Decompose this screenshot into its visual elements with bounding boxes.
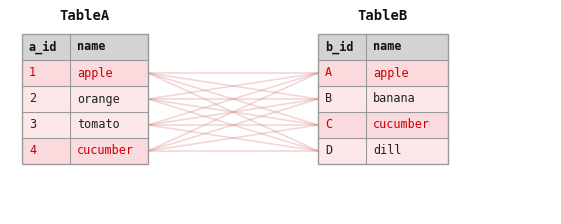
Text: TableA: TableA [60,9,110,23]
Text: a_id: a_id [29,40,57,54]
Text: 1: 1 [29,67,36,80]
Text: TableB: TableB [358,9,408,23]
Bar [318,34,448,60]
Text: name: name [373,41,402,54]
Text: apple: apple [373,67,408,80]
Bar [318,60,448,86]
Text: b_id: b_id [325,40,353,54]
Text: cucumber: cucumber [77,144,134,157]
Bar [22,138,148,164]
Text: tomato: tomato [77,118,119,131]
Text: 2: 2 [29,93,36,106]
Bar [318,138,448,164]
Text: dill: dill [373,144,402,157]
Text: C: C [325,118,332,131]
Bar [318,86,448,112]
Text: A: A [325,67,332,80]
Bar [318,34,448,164]
Text: 4: 4 [29,144,36,157]
Bar [22,112,148,138]
Bar [22,60,148,86]
Text: name: name [77,41,105,54]
Text: orange: orange [77,93,119,106]
Text: B: B [325,93,332,106]
Bar [22,34,148,164]
Text: apple: apple [77,67,113,80]
Text: cucumber: cucumber [373,118,430,131]
Bar [22,86,148,112]
Text: 3: 3 [29,118,36,131]
Bar [318,112,448,138]
Text: banana: banana [373,93,416,106]
Text: D: D [325,144,332,157]
Bar [22,34,148,60]
